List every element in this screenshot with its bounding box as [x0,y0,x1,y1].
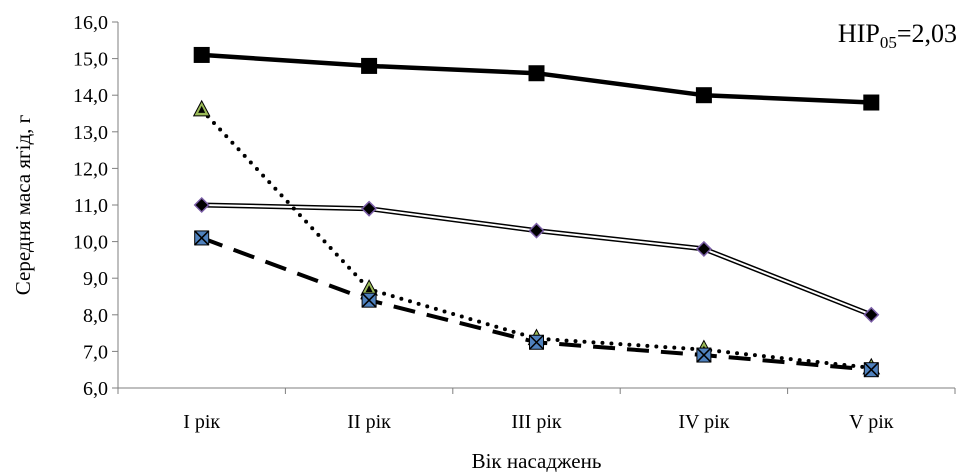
y-axis-title: Середня маса ягід, г [11,114,35,295]
diamond-marker [863,306,880,323]
square-marker [528,65,545,82]
x-square-marker-cross [863,362,879,378]
y-tick-label: 8,0 [83,305,108,327]
x-square-marker-cross [194,230,210,246]
series-2-point-4 [695,240,712,257]
series-1-point-2 [361,57,378,74]
nir-prefix: НІР [838,19,880,48]
x-square-marker-cross [528,334,545,350]
series-2-point-3 [528,222,545,239]
series-4-line [201,236,872,372]
series-4-point-4 [696,347,712,363]
axes: 6,0 7,0 8,0 9,0 10,0 11,0 12,0 13,0 14,0 15,0 16,0… [73,12,956,433]
series-1-point-4 [695,87,712,104]
series-3-point-1 [192,99,211,117]
diamond-marker [695,240,712,257]
triangle-marker-inner [198,105,206,113]
y-tick-label: 16,0 [73,12,108,34]
x-axis-title: Вік насаджень [472,449,602,472]
x-tick-label: IV рік [678,411,729,433]
y-tick-label: 11,0 [74,195,108,217]
markers-layer [192,46,881,378]
square-marker [361,57,378,74]
series-4-point-5 [863,362,879,378]
series-line-path [201,236,872,372]
series-1-point-1 [193,46,210,63]
x-square-marker-cross [696,347,712,363]
series-2-point-5 [863,306,880,323]
series-line-inner [201,204,872,316]
series-2-point-2 [361,200,378,217]
x-tick-label: I рік [183,411,220,433]
series-layer [199,52,874,372]
y-tick-label: 12,0 [73,158,108,180]
diamond-marker [193,196,210,214]
square-marker [193,46,210,63]
square-marker [863,94,880,111]
y-tick-label: 6,0 [83,378,108,400]
x-tick-label: V рік [849,411,894,433]
y-tick-label: 15,0 [73,49,108,71]
y-tick-label: 13,0 [73,122,108,144]
series-4-point-1 [194,230,210,246]
series-4-point-2 [361,292,377,308]
diamond-marker [528,222,545,239]
series-2-line [201,202,873,318]
y-tick-label: 14,0 [73,85,108,107]
series-3-line [199,107,874,370]
y-tick-label: 7,0 [83,341,108,363]
series-1-point-3 [528,65,545,82]
x-square-marker-cross [361,292,377,308]
series-1-point-5 [863,94,880,111]
series-line-path [199,107,874,370]
nir-subscript: 05 [880,33,897,52]
x-tick-label: II рік [347,411,391,433]
y-tick-label: 10,0 [73,232,108,254]
diamond-marker [361,200,378,217]
triangle-marker-inner [365,285,373,293]
nir-annotation: НІР05=2,03 [838,19,957,52]
nir-suffix: =2,03 [897,19,957,48]
series-4-point-3 [528,334,545,350]
x-tick-label: III рік [511,411,562,433]
series-line-path [201,202,873,318]
square-marker [695,87,712,104]
series-2-point-1 [193,196,210,214]
y-tick-label: 9,0 [83,268,108,290]
